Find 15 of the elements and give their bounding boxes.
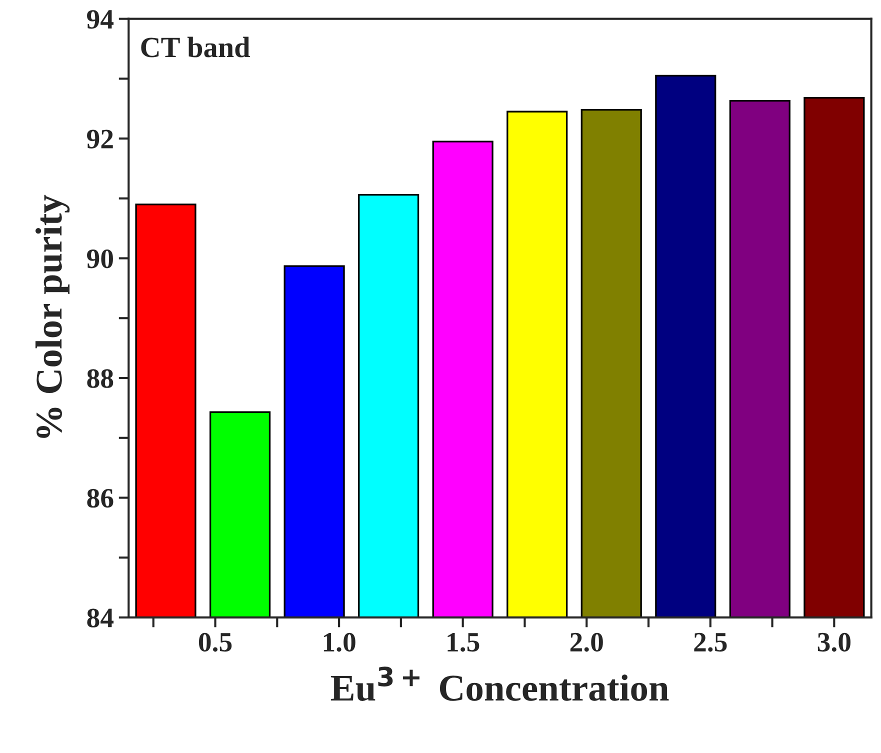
y-tick-label: 90 <box>87 249 113 268</box>
x-tick-label: 2.0 <box>570 632 603 652</box>
y-tick-label: 94 <box>87 10 114 29</box>
y-tick-label: 92 <box>87 130 113 148</box>
x-tick-label: 1.5 <box>448 632 480 652</box>
y-axis-title: % Color purity <box>35 194 70 438</box>
x-axis-title: Eu$^{3+}$ Concentration <box>330 666 669 701</box>
x-tick-label: 3.0 <box>818 632 850 652</box>
annotation: CT band <box>141 36 250 58</box>
y-tick-label: 88 <box>87 369 114 388</box>
x-tick-label: 1.0 <box>324 632 356 652</box>
x-tick-label: 0.5 <box>198 632 232 652</box>
y-tick-label: 84 <box>87 608 114 628</box>
x-tick-label: 2.5 <box>694 632 727 652</box>
y-tick-label: 86 <box>87 488 114 508</box>
